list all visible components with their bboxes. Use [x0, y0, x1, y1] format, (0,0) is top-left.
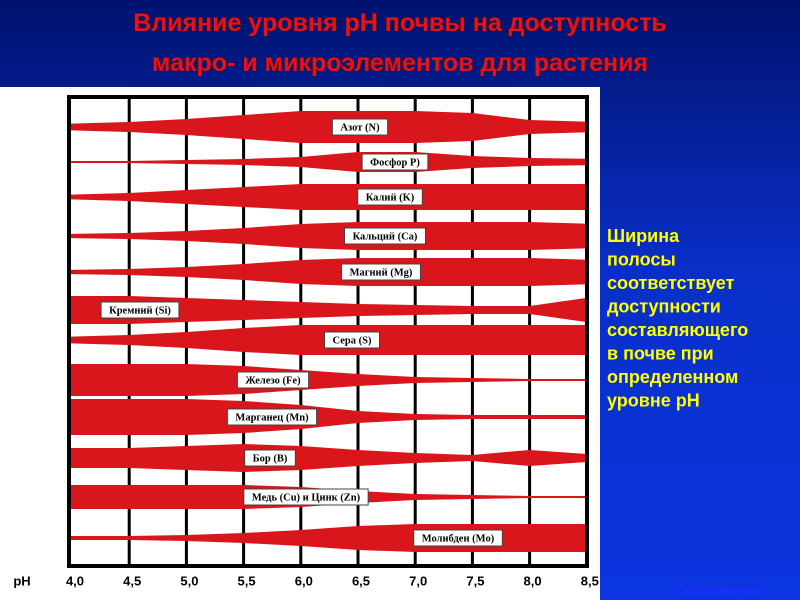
note-line: доступности [607, 297, 721, 317]
nutrient-label: Молибден (Mo) [422, 533, 495, 544]
label-box [243, 488, 369, 506]
nutrient-band [71, 184, 585, 210]
tick-label: 4,0 [66, 573, 84, 588]
note-line: в почве при [607, 344, 714, 364]
label-box [341, 263, 421, 281]
label-box [331, 118, 389, 136]
nutrient-band [71, 364, 585, 396]
nutrient-band [71, 111, 585, 143]
nutrient-label: Марганец (Mn) [235, 412, 309, 423]
nutrient-label: Сера (S) [333, 335, 372, 346]
grid-line [184, 99, 188, 564]
nutrient-label: Азот (N) [340, 122, 380, 133]
title-line: Влияние уровня pH почвы на доступность [133, 9, 667, 37]
grid-line [127, 99, 131, 564]
tick-label: 5,0 [180, 573, 198, 588]
note-line: составляющего [607, 320, 748, 340]
tick-label: 5,5 [238, 573, 256, 588]
note-line: соответствует [607, 273, 735, 293]
label-box [236, 371, 310, 389]
axis-label: pH [13, 573, 30, 588]
tick-label: 7,0 [409, 573, 427, 588]
tick-label: 6,0 [295, 573, 313, 588]
note-line: Ширина [607, 226, 680, 246]
label-box [244, 449, 296, 467]
nutrient-band [71, 296, 585, 324]
nutrient-label: Фосфор P) [370, 157, 420, 168]
note-line: определенном [607, 367, 738, 387]
nutrient-label: Магний (Mg) [350, 267, 413, 278]
contents-link[interactable]: Содержание [675, 581, 761, 597]
nutrient-band [71, 444, 585, 472]
tick-label: 6,5 [352, 573, 370, 588]
nutrient-label: Кальций (Ca) [353, 231, 418, 242]
nutrient-label: Кремний (Si) [109, 305, 171, 316]
tick-label: 7,5 [466, 573, 484, 588]
note-line: уровне pH [607, 391, 700, 411]
nutrient-label: Калий (K) [366, 192, 415, 203]
nutrient-label: Медь (Cu) и Цинк (Zn) [252, 492, 361, 503]
label-box [357, 188, 423, 206]
label-box [226, 408, 318, 426]
nutrient-band [71, 258, 585, 286]
nutrient-band [71, 222, 585, 250]
label-box [344, 227, 426, 245]
label-box [361, 153, 429, 171]
nutrient-label: Железо (Fe) [245, 375, 301, 386]
nutrient-label: Бор (B) [253, 453, 288, 464]
title-line: макро- и микроэлементов для растения [152, 49, 648, 77]
note-line: полосы [607, 250, 676, 270]
tick-label: 4,5 [123, 573, 141, 588]
nutrient-band [71, 152, 585, 172]
tick-label: 8,0 [524, 573, 542, 588]
label-box [100, 301, 180, 319]
label-box [324, 331, 380, 349]
nutrient-band [71, 399, 585, 435]
tick-label: 8,5 [581, 573, 599, 588]
label-box [413, 529, 503, 547]
